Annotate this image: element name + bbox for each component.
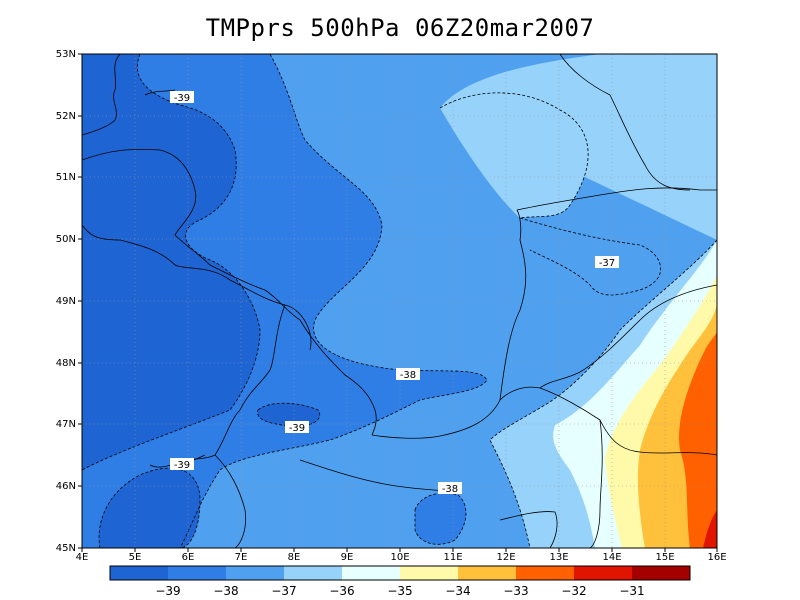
x-tick-label: 11E [443,552,462,563]
colorbar-label: −37 [271,584,296,598]
x-axis-labels: 4E 5E 6E 7E 8E 9E 10E 11E 12E 13E 14E 15… [76,552,727,563]
band-39-small [257,403,320,427]
band-36-35b [440,92,589,218]
y-axis-labels: 45N 46N 47N 48N 49N 50N 51N 52N 53N [56,49,76,554]
y-tick-label: 49N [56,296,76,307]
contour-lines [82,54,717,548]
y-tick-label: 45N [56,543,76,554]
y-tick-label: 48N [56,358,76,369]
contour-label: -37 [599,258,615,269]
colorbar-label: −36 [329,584,354,598]
colorbar-swatch [400,566,459,580]
filled-contours [82,54,717,548]
y-tick-label: 50N [56,234,76,245]
y-tick-label: 51N [56,172,76,183]
colorbar-label: −38 [213,584,238,598]
map-title: TMPprs 500hPa 06Z20mar2007 [205,14,595,42]
x-tick-label: 5E [129,552,142,563]
colorbar-swatch [284,566,343,580]
y-tick-label: 47N [56,419,76,430]
colorbar-label: −33 [503,584,528,598]
x-tick-label: 14E [602,552,621,563]
colorbar-label: −34 [445,584,470,598]
x-tick-label: 6E [182,552,195,563]
y-tick-label: 46N [56,481,76,492]
colorbar-label: −39 [155,584,180,598]
band-39-sw [99,468,200,548]
colorbar-swatches [110,566,691,580]
contour-label: -39 [289,423,305,434]
colorbar-swatch [516,566,575,580]
colorbar-swatch [632,566,691,580]
y-tick-label: 52N [56,111,76,122]
band-32-31 [679,330,717,548]
colorbar-swatch [342,566,401,580]
band-31 [703,510,717,548]
colorbar-swatch [574,566,633,580]
colorbar-swatch [226,566,285,580]
x-tick-label: 4E [76,552,89,563]
x-tick-label: 12E [496,552,515,563]
x-tick-label: 9E [341,552,354,563]
x-tick-label: 10E [390,552,409,563]
colorbar-label: −31 [619,584,644,598]
band-38-37b [415,493,466,545]
colorbar-label: −35 [387,584,412,598]
x-tick-label: 8E [288,552,301,563]
x-tick-label: 16E [707,552,726,563]
tick-marks [78,53,718,552]
colorbar-label: −32 [561,584,586,598]
contour-labels: -39 -39 -39 -38 -38 -37 [170,91,619,495]
x-tick-label: 7E [235,552,248,563]
y-tick-label: 53N [56,49,76,60]
colorbar-swatch [168,566,227,580]
x-tick-label: 13E [549,552,568,563]
contour-label: -39 [174,93,190,104]
band-37-bulge [515,218,661,295]
colorbar-frame [109,565,691,581]
contour-label: -38 [400,370,416,381]
x-tick-label: 15E [655,552,674,563]
colorbar: −39 −38 −37 −36 −35 −34 −33 −32 −31 [109,565,691,598]
colorbar-swatch [110,566,169,580]
band-36-35 [440,54,717,548]
contour-label: -39 [174,460,190,471]
contour-label: -38 [442,484,458,495]
colorbar-swatch [458,566,517,580]
